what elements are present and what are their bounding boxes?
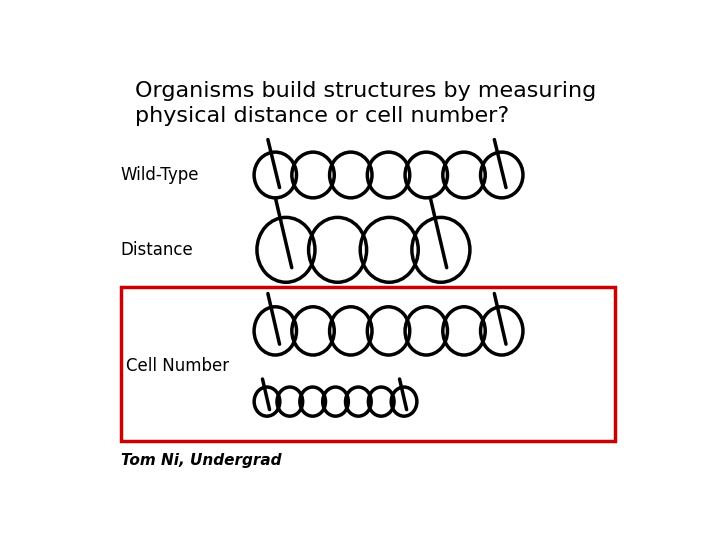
Text: Organisms build structures by measuring
physical distance or cell number?: Organisms build structures by measuring … (135, 82, 596, 126)
Text: Tom Ni, Undergrad: Tom Ni, Undergrad (121, 453, 282, 468)
Text: Distance: Distance (121, 241, 194, 259)
Text: Wild-Type: Wild-Type (121, 166, 199, 184)
Text: Cell Number: Cell Number (126, 357, 230, 375)
Bar (121, 287, 615, 441)
